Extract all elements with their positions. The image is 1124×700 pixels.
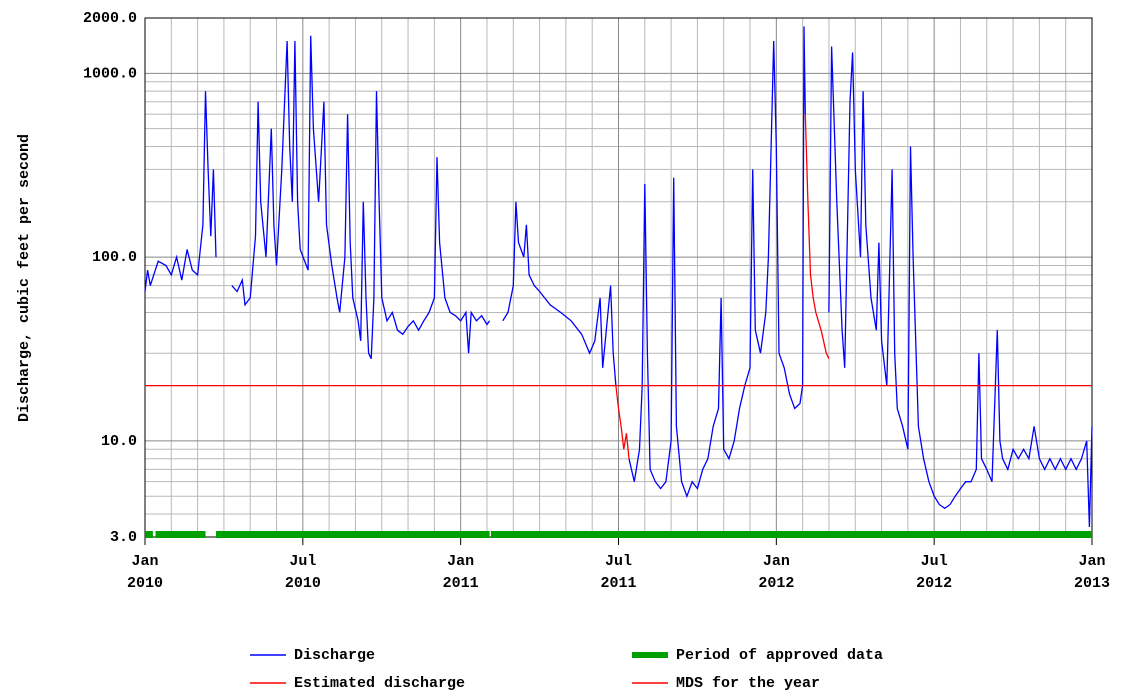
series-line [144,26,1093,528]
y-tick-label: 100.0 [92,249,137,266]
y-tick-label: 1000.0 [83,65,137,82]
approved-period [490,531,1092,538]
legend-label: Period of approved data [676,647,883,664]
y-tick-label: 10.0 [101,433,137,450]
y-axis-label: Discharge, cubic feet per second [16,134,33,422]
legend-label: Discharge [294,647,375,664]
approved-period [216,531,490,538]
y-tick-label: 2000.0 [83,10,137,27]
series-line [615,114,830,459]
x-tick-label: Jan 2010 [126,553,163,592]
x-tick-label: Jan 2012 [758,553,795,592]
x-tick-label: Jul 2011 [600,553,637,592]
approved-period [145,531,153,538]
y-tick-label: 3.0 [110,529,137,546]
approved-period [155,531,206,538]
x-tick-label: Jan 2013 [1073,553,1110,592]
x-tick-label: Jul 2012 [916,553,953,592]
x-tick-label: Jul 2010 [284,553,321,592]
legend-label: Estimated discharge [294,675,465,692]
x-tick-label: Jan 2011 [442,553,479,592]
legend-label: MDS for the year [676,675,820,692]
